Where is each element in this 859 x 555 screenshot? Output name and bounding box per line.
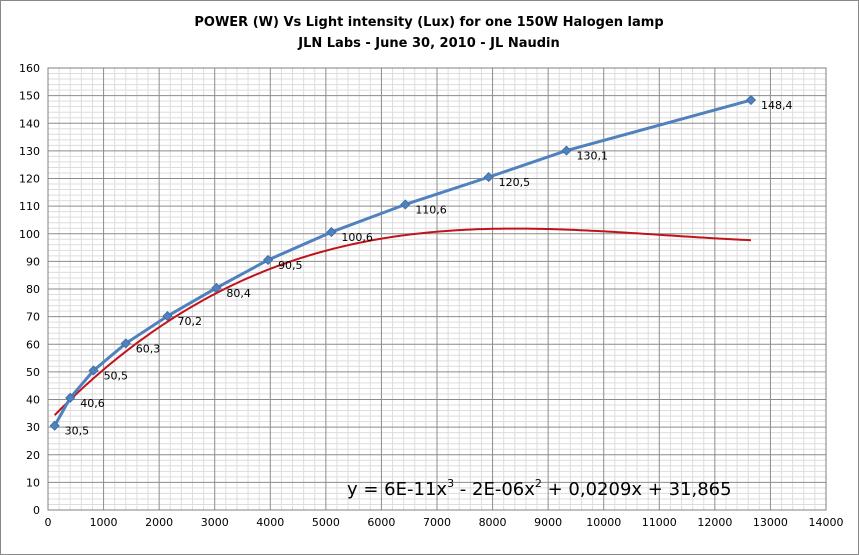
data-label: 50,5	[104, 369, 129, 382]
y-tick-label: 90	[26, 255, 40, 268]
equation-tail: + 0,0209x + 31,865	[542, 479, 732, 500]
y-tick-label: 110	[19, 200, 40, 213]
trendline-curve	[53, 227, 752, 416]
x-tick-label: 4000	[256, 516, 284, 529]
data-label: 90,5	[278, 259, 303, 272]
data-point	[65, 392, 76, 403]
data-point	[745, 94, 757, 106]
y-tick-label: 80	[26, 283, 40, 296]
data-label: 100,6	[341, 231, 373, 244]
y-tick-label: 160	[19, 62, 40, 75]
x-tick-label: 5000	[312, 516, 340, 529]
chart-title: POWER (W) Vs Light intensity (Lux) for o…	[194, 15, 663, 30]
y-tick-label: 40	[26, 394, 40, 407]
axis-layer: 0 1000 2000 3000 4000 5000 6000 7000 8000 9000 100…	[19, 62, 844, 529]
data-point	[561, 145, 572, 156]
x-tick-label: 6000	[367, 516, 395, 529]
data-label: 80,4	[226, 287, 251, 300]
data-label: 120,5	[499, 176, 530, 189]
series-line	[53, 98, 752, 427]
data-point	[162, 311, 173, 322]
data-point	[211, 282, 222, 293]
x-tick-label: 1000	[90, 516, 118, 529]
data-label: 110,6	[415, 203, 447, 216]
grid-layer	[47, 67, 827, 511]
y-tick-label: 60	[26, 338, 40, 351]
data-label: 60,3	[136, 342, 161, 355]
data-label-layer: 30,5 40,6 50,5 60,3 70,2 80,4 90,5 100,6 110,6 12…	[65, 99, 793, 438]
x-tick-label: 9000	[534, 516, 562, 529]
y-tick-label: 130	[19, 145, 40, 158]
trendline-equation: y = 6E-11x3 - 2E-06x2 + 0,0209x + 31,865	[347, 477, 732, 500]
equation-exponent-2: 2	[535, 477, 542, 490]
x-tick-label: 3000	[201, 516, 229, 529]
x-tick-label: 2000	[145, 516, 173, 529]
y-tick-label: 150	[19, 90, 40, 103]
y-tick-label: 20	[26, 449, 40, 462]
data-point	[483, 172, 494, 183]
chart-subtitle: JLN Labs - June 30, 2010 - JL Naudin	[297, 36, 560, 51]
y-tick-label: 50	[26, 366, 40, 379]
x-tick-label: 7000	[423, 516, 451, 529]
x-tick-label: 0	[45, 516, 52, 529]
data-point	[400, 199, 411, 210]
y-tick-label: 0	[33, 504, 40, 517]
data-point	[326, 227, 337, 238]
equation-exponent-3: 3	[447, 477, 454, 490]
x-tick-label: 13000	[753, 516, 788, 529]
x-tick-label: 14000	[809, 516, 844, 529]
y-tick-label: 140	[19, 117, 40, 130]
x-tick-label: 10000	[586, 516, 621, 529]
data-label: 40,6	[80, 397, 105, 410]
x-tick-label: 8000	[479, 516, 507, 529]
equation-lead: y = 6E-11x	[347, 479, 447, 500]
y-tick-label: 120	[19, 173, 40, 186]
data-point	[262, 254, 274, 266]
x-tick-label: 12000	[697, 516, 732, 529]
data-label: 130,1	[576, 150, 608, 163]
data-point	[88, 365, 99, 376]
y-tick-label: 100	[19, 228, 40, 241]
y-tick-label: 10	[26, 476, 40, 489]
data-label: 30,5	[65, 425, 90, 438]
data-label: 148,4	[761, 99, 793, 112]
x-tick-label: 11000	[642, 516, 677, 529]
plot-border	[47, 67, 827, 511]
data-point	[49, 420, 60, 431]
y-tick-label: 30	[26, 421, 40, 434]
trendline-layer	[53, 227, 752, 416]
data-point	[120, 338, 131, 349]
series-layer	[49, 94, 757, 431]
data-label: 70,2	[177, 315, 202, 328]
y-tick-label: 70	[26, 311, 40, 324]
equation-mid: - 2E-06x	[454, 479, 535, 500]
